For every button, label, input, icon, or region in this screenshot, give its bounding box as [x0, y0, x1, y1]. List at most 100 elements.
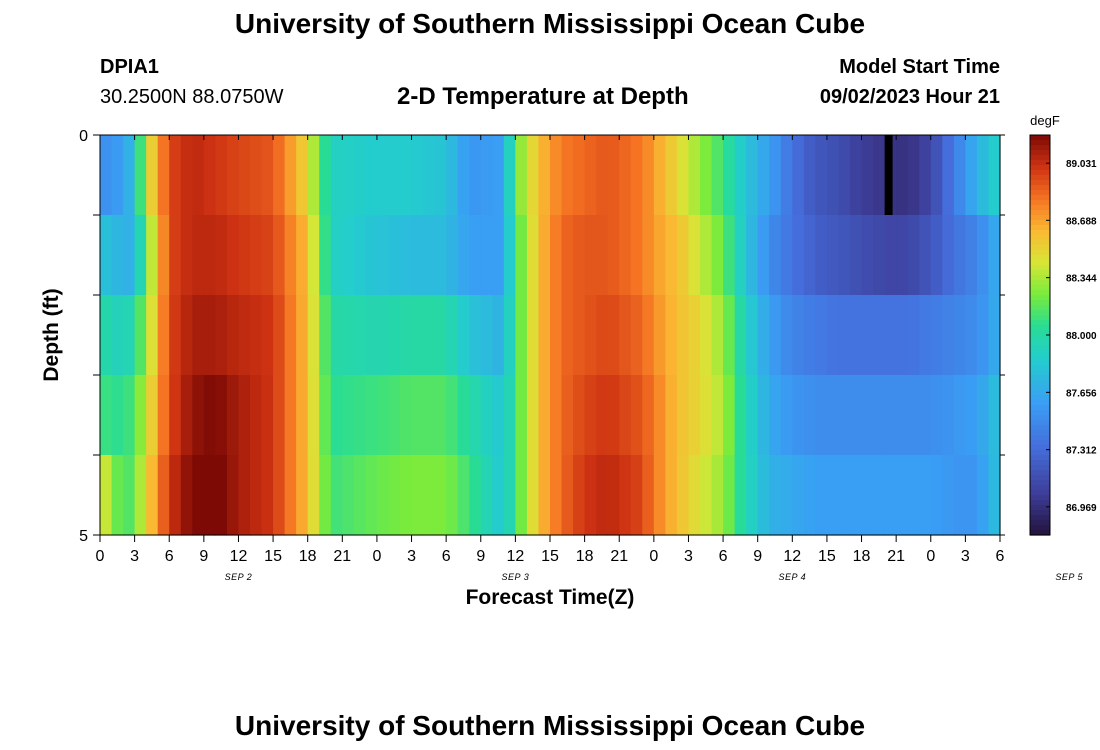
heat-cell: [319, 375, 332, 456]
heat-cell: [215, 375, 228, 456]
heat-cell: [700, 455, 713, 536]
heat-cell: [676, 215, 690, 296]
heat-cell: [423, 135, 436, 216]
heat-cell: [861, 375, 874, 456]
heat-cell: [192, 455, 205, 536]
heat-cell: [307, 215, 320, 296]
colorbar-swatch: [1030, 515, 1050, 521]
heat-cell: [619, 135, 632, 216]
chart-subtitle: 2-D Temperature at Depth: [397, 83, 689, 110]
heat-cell: [226, 375, 240, 456]
heat-cell: [123, 375, 136, 456]
data-anomaly-mark: [884, 135, 893, 215]
heat-cell: [561, 295, 574, 376]
heat-cell: [630, 215, 643, 296]
colorbar-swatch: [1030, 165, 1050, 171]
heat-cell: [434, 215, 447, 296]
heat-cell: [261, 135, 274, 216]
heat-cell: [203, 455, 216, 536]
x-tick-label: 21: [333, 548, 351, 565]
heat-cell: [100, 295, 113, 376]
heat-cell: [203, 135, 216, 216]
heat-cell: [688, 135, 701, 216]
heat-cell: [284, 135, 297, 216]
heat-cell: [700, 295, 713, 376]
x-tick-label: 15: [264, 548, 282, 565]
heat-cell: [457, 135, 470, 216]
heat-cell: [307, 375, 320, 456]
heat-cell: [226, 455, 240, 536]
heat-cell: [930, 295, 943, 376]
x-tick-label: 6: [719, 548, 728, 565]
heat-cell: [873, 295, 886, 376]
heat-cell: [953, 135, 966, 216]
colorbar-swatch: [1030, 305, 1050, 311]
heat-cell: [411, 215, 424, 296]
colorbar-swatch: [1030, 345, 1050, 351]
x-tick-label: 18: [576, 548, 594, 565]
heat-cell: [134, 135, 147, 216]
heat-cell: [700, 135, 713, 216]
x-tick-label: 3: [684, 548, 693, 565]
heat-cell: [526, 135, 540, 216]
heat-cell: [492, 455, 505, 536]
colorbar-swatch: [1030, 500, 1050, 506]
heat-cell: [988, 455, 1001, 536]
heat-cell: [330, 215, 343, 296]
colorbar-swatch: [1030, 180, 1050, 186]
heat-cell: [457, 295, 470, 376]
heat-cell: [573, 135, 586, 216]
heat-cell: [134, 455, 147, 536]
heat-cell: [469, 375, 482, 456]
colorbar-swatch: [1030, 440, 1050, 446]
heat-cell: [665, 455, 678, 536]
heat-cell: [284, 455, 297, 536]
heat-cell: [515, 295, 528, 376]
colorbar-swatch: [1030, 360, 1050, 366]
heat-cell: [653, 135, 666, 216]
heat-cell: [457, 455, 470, 536]
x-tick-label: 15: [541, 548, 559, 565]
heat-cell: [342, 375, 355, 456]
heat-cell: [976, 215, 990, 296]
heat-cell: [873, 455, 886, 536]
colorbar-swatch: [1030, 365, 1050, 371]
colorbar-swatch: [1030, 400, 1050, 406]
heat-cell: [538, 215, 551, 296]
heat-cell: [688, 295, 701, 376]
heat-cell: [930, 215, 943, 296]
heat-cell: [769, 135, 782, 216]
heat-cell: [723, 215, 736, 296]
heat-cell: [538, 375, 551, 456]
heat-cell: [273, 135, 286, 216]
heat-cell: [330, 375, 343, 456]
x-tick-label: 0: [926, 548, 935, 565]
heat-cell: [446, 295, 459, 376]
heat-cell: [838, 215, 851, 296]
heat-cell: [561, 375, 574, 456]
heat-cell: [942, 375, 955, 456]
heat-cell: [457, 375, 470, 456]
heat-cell: [411, 295, 424, 376]
heat-cell: [203, 375, 216, 456]
heat-cell: [734, 295, 747, 376]
x-tick-label: 18: [299, 548, 317, 565]
heat-cell: [423, 375, 436, 456]
heat-cell: [965, 375, 978, 456]
heat-cell: [942, 455, 955, 536]
heat-cell: [526, 455, 540, 536]
heat-cell: [423, 295, 436, 376]
footer-title: University of Southern Mississippi Ocean…: [234, 710, 866, 741]
x-date-label: SEP 2: [225, 572, 253, 582]
heat-cell: [919, 295, 932, 376]
heat-cell: [157, 215, 170, 296]
heat-cell: [711, 135, 724, 216]
heat-cell: [469, 215, 482, 296]
x-tick-label: 21: [610, 548, 628, 565]
heat-cell: [561, 215, 574, 296]
heat-cell: [250, 455, 263, 536]
heat-cell: [630, 375, 643, 456]
heat-cell: [526, 375, 540, 456]
x-tick-label: 3: [961, 548, 970, 565]
x-tick-label: 15: [818, 548, 836, 565]
